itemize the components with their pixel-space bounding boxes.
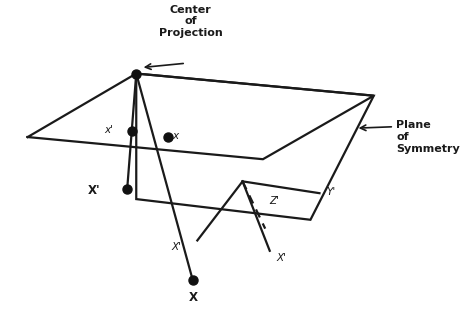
Text: X': X' (276, 253, 286, 263)
Text: X': X' (172, 242, 182, 252)
Text: X: X (188, 291, 197, 304)
Text: Z': Z' (270, 196, 280, 206)
Text: Y': Y' (326, 187, 336, 197)
Text: X': X' (87, 184, 100, 197)
Text: Plane
of
Symmetry: Plane of Symmetry (396, 120, 460, 154)
Text: x': x' (105, 125, 114, 135)
Text: Center
of
Projection: Center of Projection (159, 5, 222, 38)
Text: x: x (173, 130, 179, 141)
